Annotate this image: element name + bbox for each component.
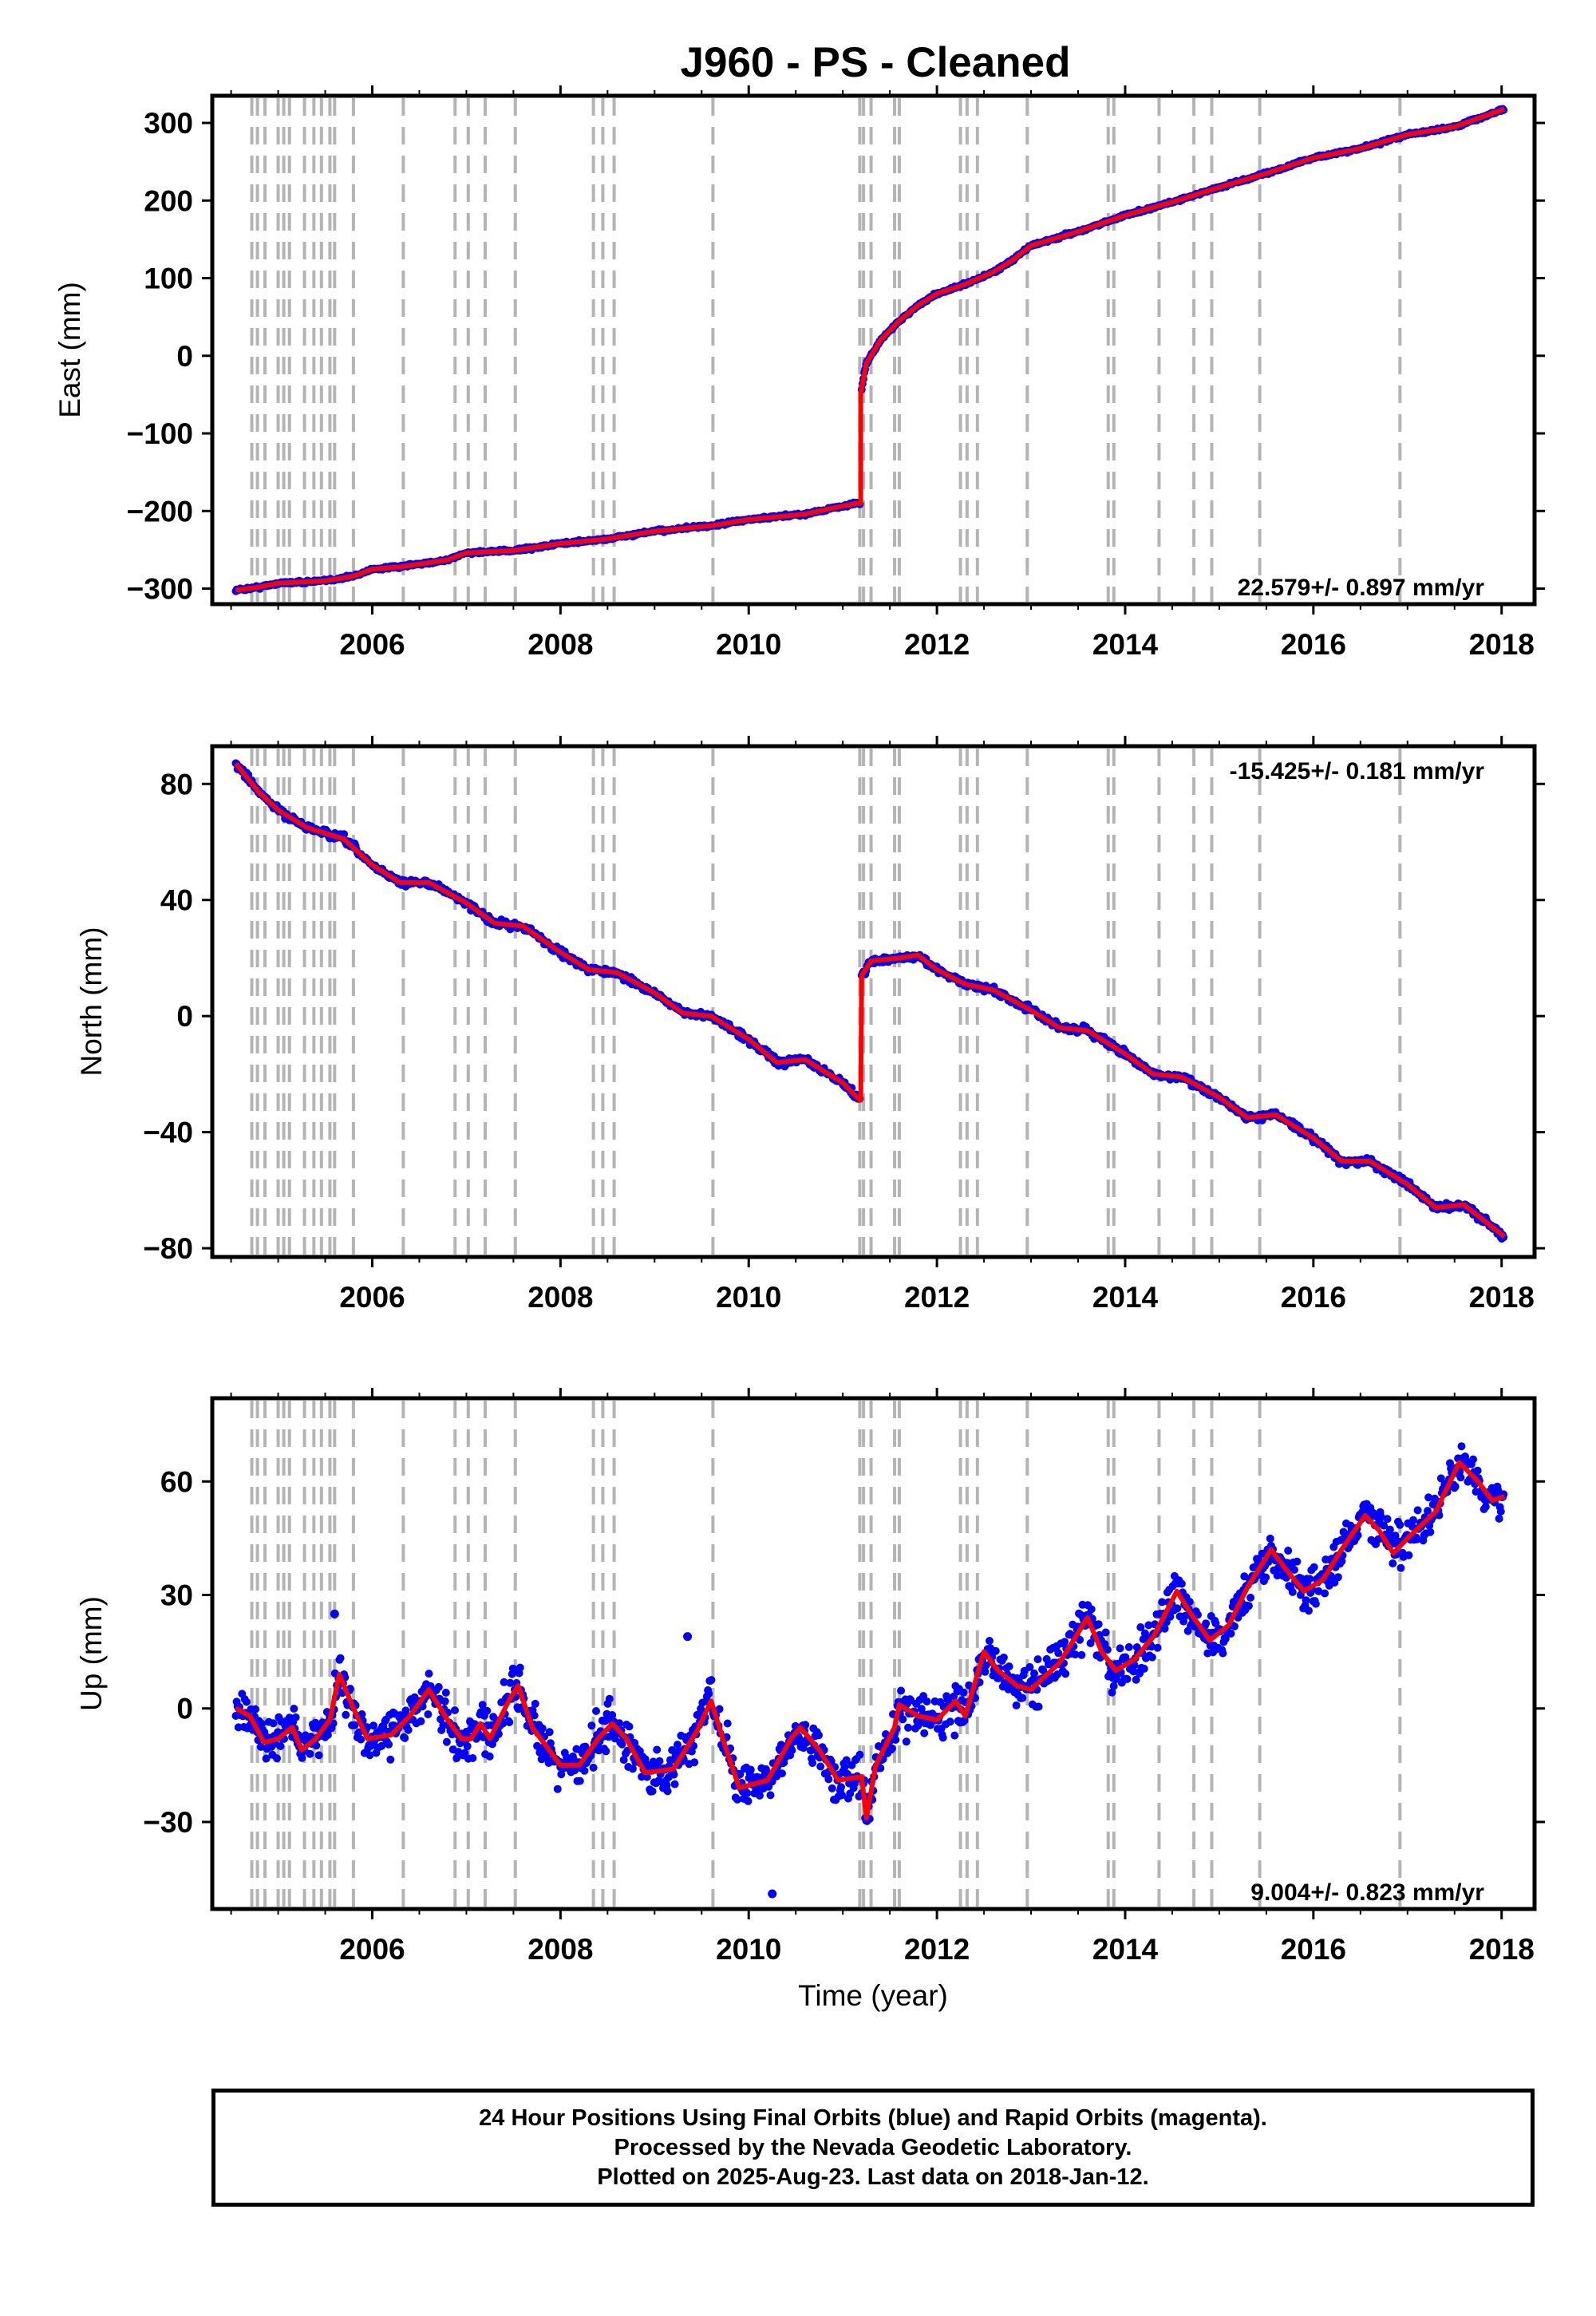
x-tick-label: 2006 bbox=[339, 628, 405, 661]
east-model-line bbox=[235, 106, 1506, 593]
x-tick-label: 2014 bbox=[1092, 1281, 1159, 1314]
east-panel: 2006 2008 2010 2012 2014 2016 2018 −300 −200 −100… bbox=[53, 85, 1545, 661]
north-axes: 2006 2008 2010 2012 2014 2016 2018 −80 −40 0 40 80 bbox=[143, 736, 1545, 1314]
outlier-point bbox=[683, 1632, 693, 1642]
x-tick-label: 2018 bbox=[1469, 628, 1535, 661]
y-tick-label: 80 bbox=[160, 768, 193, 800]
north-panel: 2006 2008 2010 2012 2014 2016 2018−80−4004080 … bbox=[75, 736, 1545, 1314]
footer-line-3: Plotted on 2025-Aug-23. Last data on 201… bbox=[597, 2164, 1149, 2190]
x-tick-label: 2018 bbox=[1469, 1933, 1535, 1966]
up-velocity-label: 9.004+/- 0.823 mm/yr bbox=[1250, 1879, 1484, 1906]
up-axes: 2006 2008 2010 2012 2014 2016 2018 −30 0 30 60 bbox=[143, 1388, 1545, 1966]
x-tick-label: 2008 bbox=[527, 628, 593, 661]
footer-line-1: 24 Hour Positions Using Final Orbits (bl… bbox=[479, 2105, 1267, 2131]
y-tick-label: −40 bbox=[143, 1117, 193, 1149]
y-tick-label: −300 bbox=[127, 573, 193, 606]
east-ylabel: East (mm) bbox=[53, 282, 86, 418]
x-tick-label: 2018 bbox=[1469, 1281, 1535, 1314]
y-tick-label: 200 bbox=[144, 184, 193, 217]
y-tick-label: −30 bbox=[143, 1806, 193, 1839]
up-panel: 2006 2008 2010 2012 2014 2016 2018 −30 0 30 60 Up … bbox=[75, 1388, 1545, 2012]
x-tick-label: 2014 bbox=[1092, 1933, 1159, 1966]
footer-line-2: Processed by the Nevada Geodetic Laborat… bbox=[614, 2134, 1132, 2160]
y-tick-label: 60 bbox=[160, 1465, 193, 1498]
y-tick-label: 0 bbox=[176, 1000, 193, 1033]
x-tick-label: 2014 bbox=[1092, 628, 1159, 661]
y-tick-label: 40 bbox=[160, 884, 193, 917]
east-offset-lines bbox=[250, 98, 1402, 602]
x-tick-label: 2008 bbox=[527, 1933, 593, 1966]
up-data-points bbox=[231, 1442, 1508, 1899]
x-tick-label: 2010 bbox=[716, 1933, 781, 1966]
x-tick-label: 2010 bbox=[716, 628, 781, 661]
north-ylabel: North (mm) bbox=[75, 927, 108, 1076]
chart-title: J960 - PS - Cleaned bbox=[681, 39, 1071, 86]
up-model-line bbox=[235, 1460, 1506, 1821]
y-tick-label: 300 bbox=[144, 107, 193, 140]
north-frame bbox=[210, 744, 1537, 1259]
x-tick-label: 2016 bbox=[1281, 628, 1346, 661]
y-tick-label: −80 bbox=[143, 1232, 193, 1265]
x-tick-label: 2016 bbox=[1281, 1933, 1346, 1966]
y-tick-label: 0 bbox=[176, 340, 193, 373]
north-plot-area bbox=[212, 746, 1535, 1257]
x-tick-label: 2006 bbox=[339, 1933, 405, 1966]
east-axes: 2006 2008 2010 2012 2014 2016 2018 −300 −200 −100… bbox=[127, 85, 1545, 661]
x-tick-label: 2012 bbox=[904, 628, 970, 661]
y-tick-label: −200 bbox=[127, 495, 193, 528]
up-plot-area bbox=[212, 1398, 1535, 1909]
x-tick-label: 2016 bbox=[1281, 1281, 1346, 1314]
up-model-curve bbox=[235, 1460, 1506, 1821]
outlier-point bbox=[330, 1609, 339, 1618]
north-model-curve bbox=[234, 761, 1507, 1239]
east-model-curve bbox=[235, 106, 1506, 593]
up-ylabel: Up (mm) bbox=[75, 1596, 108, 1711]
east-velocity-label: 22.579+/- 0.897 mm/yr bbox=[1238, 575, 1485, 601]
y-tick-label: 0 bbox=[176, 1693, 193, 1725]
x-tick-label: 2010 bbox=[716, 1281, 781, 1314]
footer-note-box: 24 Hour Positions Using Final Orbits (bl… bbox=[211, 2089, 1535, 2207]
x-tick-label: 2008 bbox=[527, 1281, 593, 1314]
up-points bbox=[231, 1442, 1508, 1825]
up-frame bbox=[210, 1396, 1537, 1911]
x-tick-label: 2012 bbox=[904, 1281, 970, 1314]
x-tick-label: 2012 bbox=[904, 1933, 970, 1966]
east-frame bbox=[210, 93, 1537, 607]
y-tick-label: 100 bbox=[144, 263, 193, 295]
outlier-point bbox=[768, 1889, 777, 1899]
north-model-line bbox=[234, 761, 1507, 1239]
y-tick-label: 30 bbox=[160, 1579, 193, 1612]
y-tick-label: −100 bbox=[127, 417, 193, 450]
x-tick-label: 2006 bbox=[339, 1281, 405, 1314]
x-axis-label: Time (year) bbox=[798, 1979, 948, 2012]
north-velocity-label: -15.425+/- 0.181 mm/yr bbox=[1230, 758, 1485, 785]
